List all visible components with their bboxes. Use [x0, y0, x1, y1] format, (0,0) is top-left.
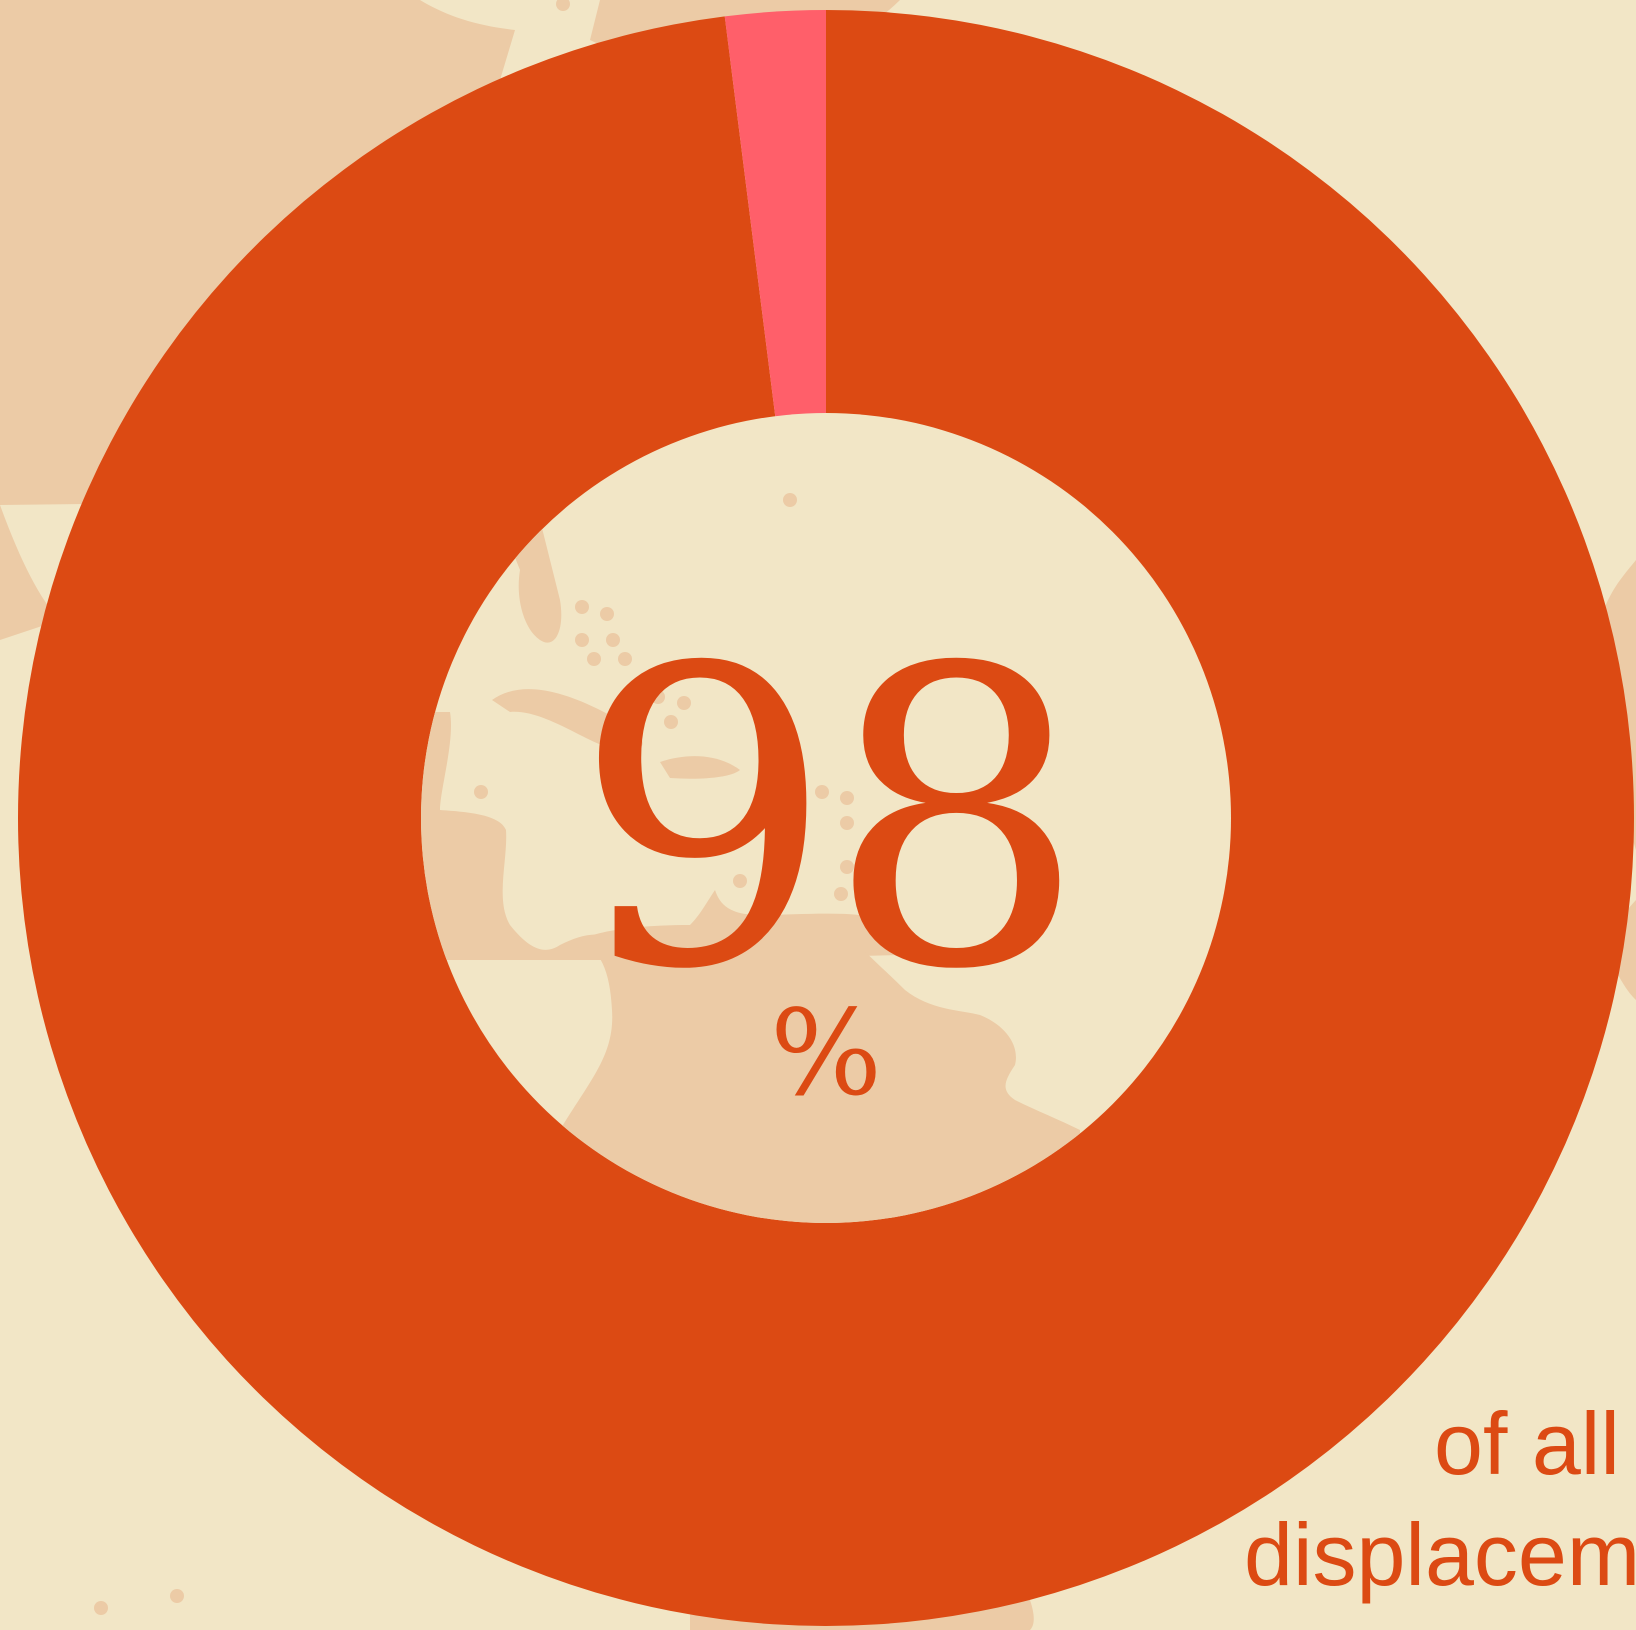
caption-line-2: displacem	[1244, 1505, 1636, 1604]
center-unit: %	[770, 984, 882, 1122]
caption-line-1: of all	[1434, 1394, 1620, 1493]
